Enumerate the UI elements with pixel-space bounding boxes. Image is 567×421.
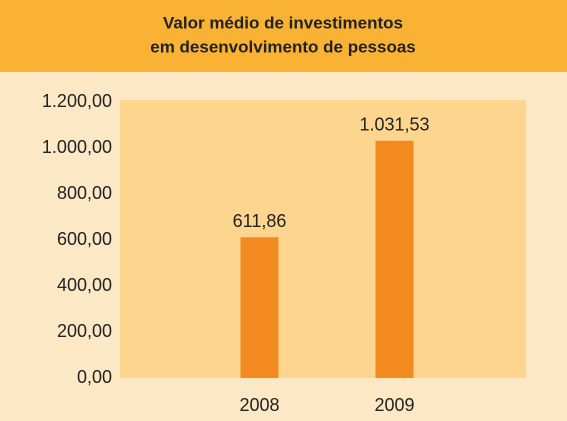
x-tick-label: 2008 <box>239 395 279 415</box>
bar <box>240 237 279 378</box>
value-label: 1.031,53 <box>359 114 429 134</box>
y-tick-label: 400,00 <box>57 275 112 295</box>
y-tick-label: 200,00 <box>57 321 112 341</box>
x-tick-label: 2009 <box>374 395 414 415</box>
y-tick-label: 600,00 <box>57 229 112 249</box>
y-tick-label: 0,00 <box>77 367 112 387</box>
plot-area <box>120 100 526 378</box>
value-label: 611,86 <box>233 211 287 231</box>
y-tick-label: 1.000,00 <box>42 137 112 157</box>
y-tick-label: 1.200,00 <box>42 91 112 111</box>
y-tick-label: 800,00 <box>57 183 112 203</box>
bar <box>375 140 414 378</box>
chart-title: em desenvolvimento de pessoas <box>150 37 416 56</box>
chart-title: Valor médio de investimentos <box>163 13 403 32</box>
header-bar <box>0 0 567 72</box>
